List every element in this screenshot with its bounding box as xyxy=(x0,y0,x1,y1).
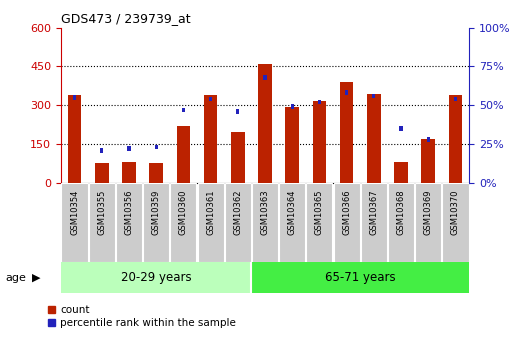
Bar xyxy=(400,126,403,131)
Bar xyxy=(263,75,267,80)
Bar xyxy=(427,137,430,142)
Bar xyxy=(61,262,251,293)
Text: GSM10359: GSM10359 xyxy=(152,189,161,235)
Text: GSM10365: GSM10365 xyxy=(315,189,324,235)
Bar xyxy=(388,183,414,262)
Bar xyxy=(176,126,190,183)
Bar xyxy=(361,183,387,262)
Bar xyxy=(333,183,360,262)
Bar xyxy=(421,139,435,183)
Bar xyxy=(340,82,354,183)
Bar xyxy=(251,262,469,293)
Text: GSM10356: GSM10356 xyxy=(125,189,134,235)
Bar xyxy=(443,183,469,262)
Bar xyxy=(182,108,185,112)
Bar xyxy=(285,107,299,183)
Bar xyxy=(252,183,278,262)
Bar xyxy=(89,183,115,262)
Bar xyxy=(415,183,441,262)
Bar xyxy=(258,64,272,183)
Text: GSM10355: GSM10355 xyxy=(98,189,106,235)
Bar xyxy=(68,95,82,183)
Bar xyxy=(290,105,294,109)
Text: GSM10363: GSM10363 xyxy=(261,189,269,235)
Bar xyxy=(73,95,76,100)
Bar xyxy=(372,93,375,98)
Text: GSM10368: GSM10368 xyxy=(396,189,405,235)
Bar xyxy=(279,183,305,262)
Bar xyxy=(225,183,251,262)
Bar xyxy=(394,162,408,183)
Text: 20-29 years: 20-29 years xyxy=(121,271,191,284)
Bar xyxy=(95,164,109,183)
Text: GSM10360: GSM10360 xyxy=(179,189,188,235)
Bar xyxy=(170,183,197,262)
Text: age: age xyxy=(5,273,26,283)
Bar xyxy=(367,93,381,183)
Bar xyxy=(149,164,163,183)
Bar xyxy=(318,100,321,105)
Text: GDS473 / 239739_at: GDS473 / 239739_at xyxy=(61,12,191,25)
Text: GSM10369: GSM10369 xyxy=(424,189,432,235)
Text: GSM10366: GSM10366 xyxy=(342,189,351,235)
Text: 65-71 years: 65-71 years xyxy=(325,271,395,284)
Bar xyxy=(209,97,212,101)
Text: GSM10354: GSM10354 xyxy=(70,189,79,235)
Bar xyxy=(204,95,217,183)
Bar xyxy=(448,95,462,183)
Text: GSM10361: GSM10361 xyxy=(206,189,215,235)
Text: GSM10364: GSM10364 xyxy=(288,189,297,235)
Bar xyxy=(100,148,103,152)
Bar xyxy=(198,183,224,262)
Bar xyxy=(236,109,240,114)
Bar xyxy=(127,146,130,151)
Text: GSM10362: GSM10362 xyxy=(233,189,242,235)
Bar xyxy=(116,183,142,262)
Legend: count, percentile rank within the sample: count, percentile rank within the sample xyxy=(48,305,236,328)
Bar xyxy=(454,97,457,101)
Bar xyxy=(306,183,332,262)
Bar xyxy=(143,183,169,262)
Bar xyxy=(122,162,136,183)
Bar xyxy=(155,145,158,149)
Bar xyxy=(231,132,245,183)
Text: GSM10370: GSM10370 xyxy=(451,189,460,235)
Bar xyxy=(345,90,348,95)
Bar xyxy=(313,101,326,183)
Text: GSM10367: GSM10367 xyxy=(369,189,378,235)
Text: ▶: ▶ xyxy=(32,273,40,283)
Bar xyxy=(61,183,87,262)
